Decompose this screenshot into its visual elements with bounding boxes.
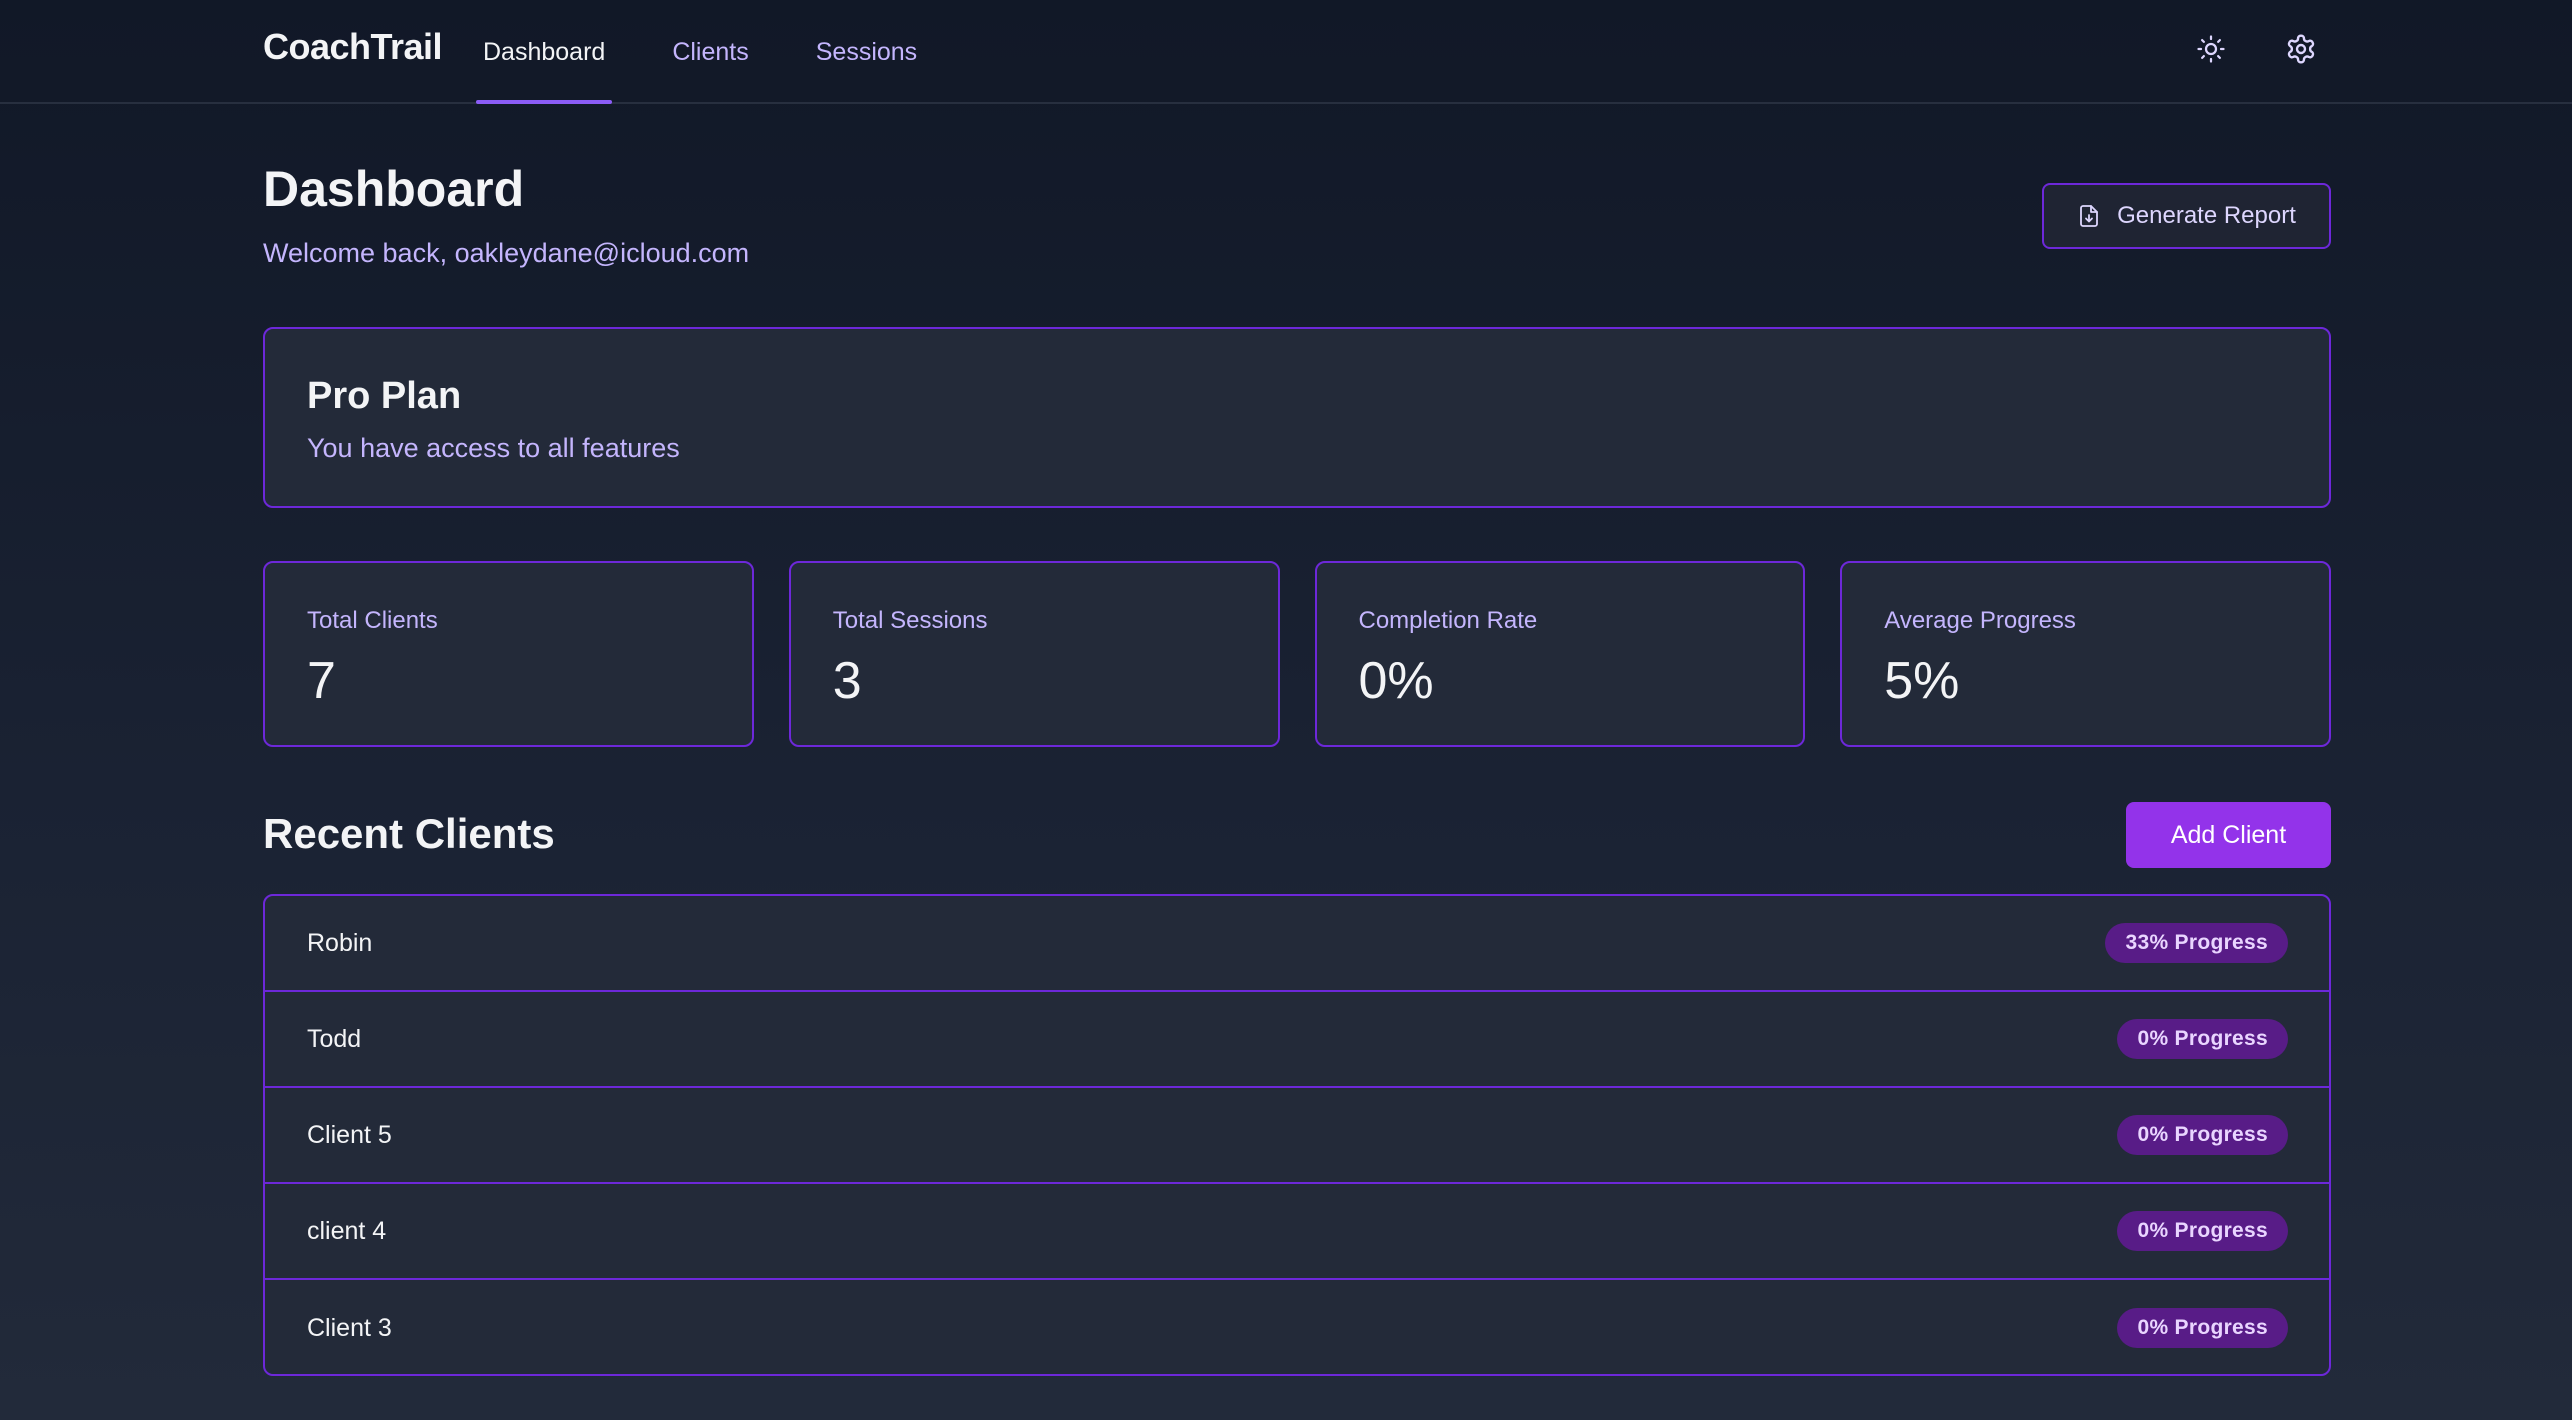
progress-badge: 0% Progress: [2117, 1308, 2288, 1348]
settings-button[interactable]: [2279, 27, 2323, 71]
client-name: Client 3: [307, 1313, 392, 1342]
nav-tab-clients[interactable]: Clients: [672, 37, 749, 66]
stat-card-total-clients: Total Clients 7: [263, 561, 754, 747]
plan-card: Pro Plan You have access to all features: [263, 327, 2331, 508]
generate-report-label: Generate Report: [2117, 202, 2296, 229]
progress-badge: 33% Progress: [2105, 923, 2288, 963]
client-row[interactable]: client 4 0% Progress: [265, 1184, 2329, 1280]
gear-icon: [2287, 34, 2315, 64]
stat-label: Completion Rate: [1358, 607, 1538, 634]
sun-icon: [2197, 35, 2225, 63]
stats-row: Total Clients 7 Total Sessions 3 Complet…: [263, 561, 2331, 747]
progress-badge: 0% Progress: [2117, 1211, 2288, 1251]
recent-clients-title: Recent Clients: [263, 810, 555, 857]
generate-report-button[interactable]: Generate Report: [2042, 183, 2331, 249]
plan-title: Pro Plan: [307, 375, 462, 417]
client-row[interactable]: Client 5 0% Progress: [265, 1088, 2329, 1184]
client-name: client 4: [307, 1216, 387, 1245]
stat-card-completion-rate: Completion Rate 0%: [1314, 561, 1806, 747]
stat-label: Total Sessions: [832, 607, 988, 634]
client-name: Todd: [307, 1024, 362, 1053]
progress-badge: 0% Progress: [2117, 1019, 2288, 1059]
stat-card-total-sessions: Total Sessions 3: [788, 561, 1280, 747]
nav-tab-sessions[interactable]: Sessions: [815, 37, 918, 66]
nav-tab-dashboard[interactable]: Dashboard: [476, 0, 613, 104]
plan-subtitle: You have access to all features: [307, 433, 680, 463]
client-row[interactable]: Client 3 0% Progress: [265, 1280, 2329, 1374]
brand-logo[interactable]: CoachTrail: [263, 26, 443, 67]
page-title: Dashboard: [263, 161, 525, 217]
client-name: Robin: [307, 928, 373, 957]
stat-card-average-progress: Average Progress 5%: [1840, 561, 2331, 747]
theme-toggle-button[interactable]: [2189, 27, 2233, 71]
client-name: Client 5: [307, 1120, 392, 1149]
client-row[interactable]: Todd 0% Progress: [265, 992, 2329, 1088]
client-row[interactable]: Robin 33% Progress: [265, 896, 2329, 992]
progress-badge: 0% Progress: [2117, 1115, 2288, 1155]
file-download-icon: [2080, 205, 2099, 227]
main-nav: Dashboard Clients Sessions: [476, 0, 977, 104]
top-navigation-bar: CoachTrail Dashboard Clients Sessions: [0, 0, 2572, 104]
stat-label: Average Progress: [1884, 607, 2076, 634]
add-client-button[interactable]: Add Client: [2126, 802, 2331, 868]
stat-value: 0%: [1358, 652, 1434, 710]
welcome-message: Welcome back, oakleydane@icloud.com: [263, 238, 750, 268]
stat-value: 7: [307, 652, 336, 710]
recent-clients-list: Robin 33% Progress Todd 0% Progress Clie…: [263, 894, 2331, 1376]
stat-value: 3: [832, 652, 862, 710]
stat-label: Total Clients: [307, 607, 438, 634]
stat-value: 5%: [1884, 652, 1960, 710]
